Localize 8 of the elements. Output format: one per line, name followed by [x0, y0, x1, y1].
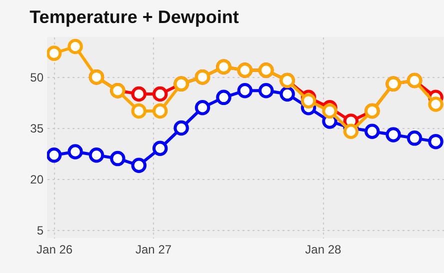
chart-title: Temperature + Dewpoint [30, 7, 239, 27]
x-tick-label: Jan 27 [136, 242, 172, 256]
y-tick-label: 5 [36, 223, 44, 238]
x-tick-label: Jan 28 [305, 242, 342, 256]
y-tick-label: 20 [30, 172, 44, 186]
y-tick-label: 35 [30, 121, 44, 136]
x-tick-label: Jan 26 [36, 242, 73, 256]
y-tick-label: 50 [30, 70, 44, 85]
